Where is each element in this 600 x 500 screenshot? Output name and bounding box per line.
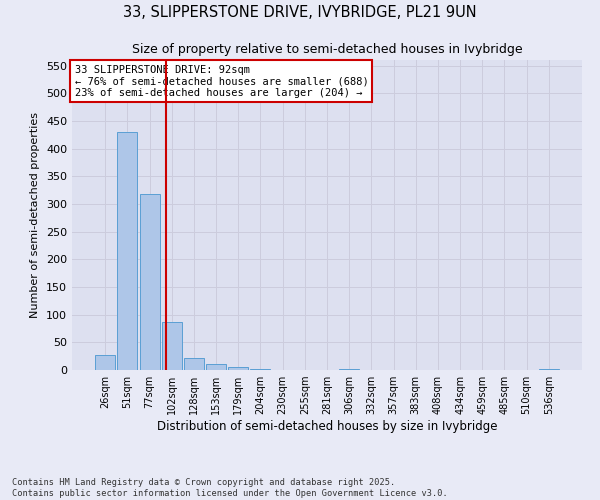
Bar [162,322,182,370]
Bar [140,194,160,370]
Bar [250,369,271,370]
Title: Size of property relative to semi-detached houses in Ivybridge: Size of property relative to semi-detach… [131,43,523,56]
Bar [95,355,115,370]
Text: Contains HM Land Registry data © Crown copyright and database right 2025.
Contai: Contains HM Land Registry data © Crown c… [12,478,448,498]
Text: 33 SLIPPERSTONE DRIVE: 92sqm
← 76% of semi-detached houses are smaller (688)
23%: 33 SLIPPERSTONE DRIVE: 92sqm ← 76% of se… [74,64,368,98]
Bar [228,367,248,370]
X-axis label: Distribution of semi-detached houses by size in Ivybridge: Distribution of semi-detached houses by … [157,420,497,433]
Bar [339,369,359,370]
Bar [206,364,226,370]
Bar [184,358,204,370]
Bar [539,369,559,370]
Text: 33, SLIPPERSTONE DRIVE, IVYBRIDGE, PL21 9UN: 33, SLIPPERSTONE DRIVE, IVYBRIDGE, PL21 … [123,5,477,20]
Y-axis label: Number of semi-detached properties: Number of semi-detached properties [31,112,40,318]
Bar [118,132,137,370]
